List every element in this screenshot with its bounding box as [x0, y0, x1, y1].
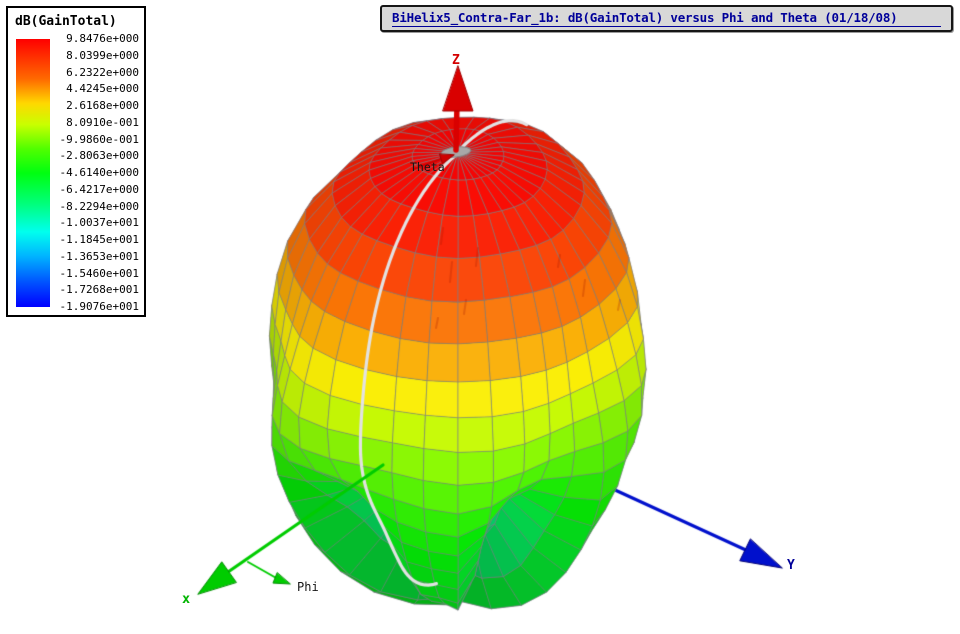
- colorbar-tick: -1.5460e+001: [59, 266, 139, 280]
- colorbar-tick: -6.4217e+000: [59, 182, 139, 196]
- phi-axis-label: Phi: [297, 580, 319, 594]
- colorbar-tick: -8.2294e+000: [59, 199, 139, 213]
- colorbar-tick: 4.4245e+000: [66, 82, 139, 96]
- colorbar-tick: 8.0399e+000: [66, 48, 139, 62]
- x-axis-label: x: [182, 591, 191, 607]
- plot-title-box: BiHelix5_Contra-Far_1b: dB(GainTotal) ve…: [380, 5, 953, 32]
- z-axis-label: Z: [452, 53, 460, 68]
- colorbar-tick: 2.6168e+000: [66, 99, 139, 112]
- colorbar-tick-values: 9.8476e+000 8.0399e+000 6.2322e+000 4.42…: [60, 33, 139, 312]
- colorbar-tick: -1.0037e+001: [59, 216, 139, 230]
- colorbar-tick: 6.2322e+000: [66, 65, 139, 79]
- colorbar-gradient: [16, 39, 50, 307]
- colorbar-tick: -1.1845e+001: [59, 233, 139, 246]
- colorbar-tick: 8.0910e-001: [66, 115, 139, 129]
- colorbar-tick: -1.7268e+001: [59, 283, 139, 297]
- plot-title: BiHelix5_Contra-Far_1b: dB(GainTotal) ve…: [392, 10, 941, 27]
- colorbar-tick: -9.9860e-001: [59, 132, 139, 146]
- theta-axis-label: Theta: [410, 160, 445, 174]
- y-axis-label: Y: [787, 558, 795, 573]
- colorbar-tick: -2.8063e+000: [59, 149, 139, 163]
- legend-box: dB(GainTotal) 9.8476e+000 8.0399e+000 6.…: [6, 6, 146, 317]
- colorbar-tick: 9.8476e+000: [66, 32, 139, 45]
- legend-header: dB(GainTotal): [15, 14, 117, 29]
- colorbar-tick: -1.3653e+001: [59, 249, 139, 263]
- colorbar-tick: -1.9076e+001: [59, 300, 139, 313]
- colorbar-tick: -4.6140e+000: [59, 166, 139, 179]
